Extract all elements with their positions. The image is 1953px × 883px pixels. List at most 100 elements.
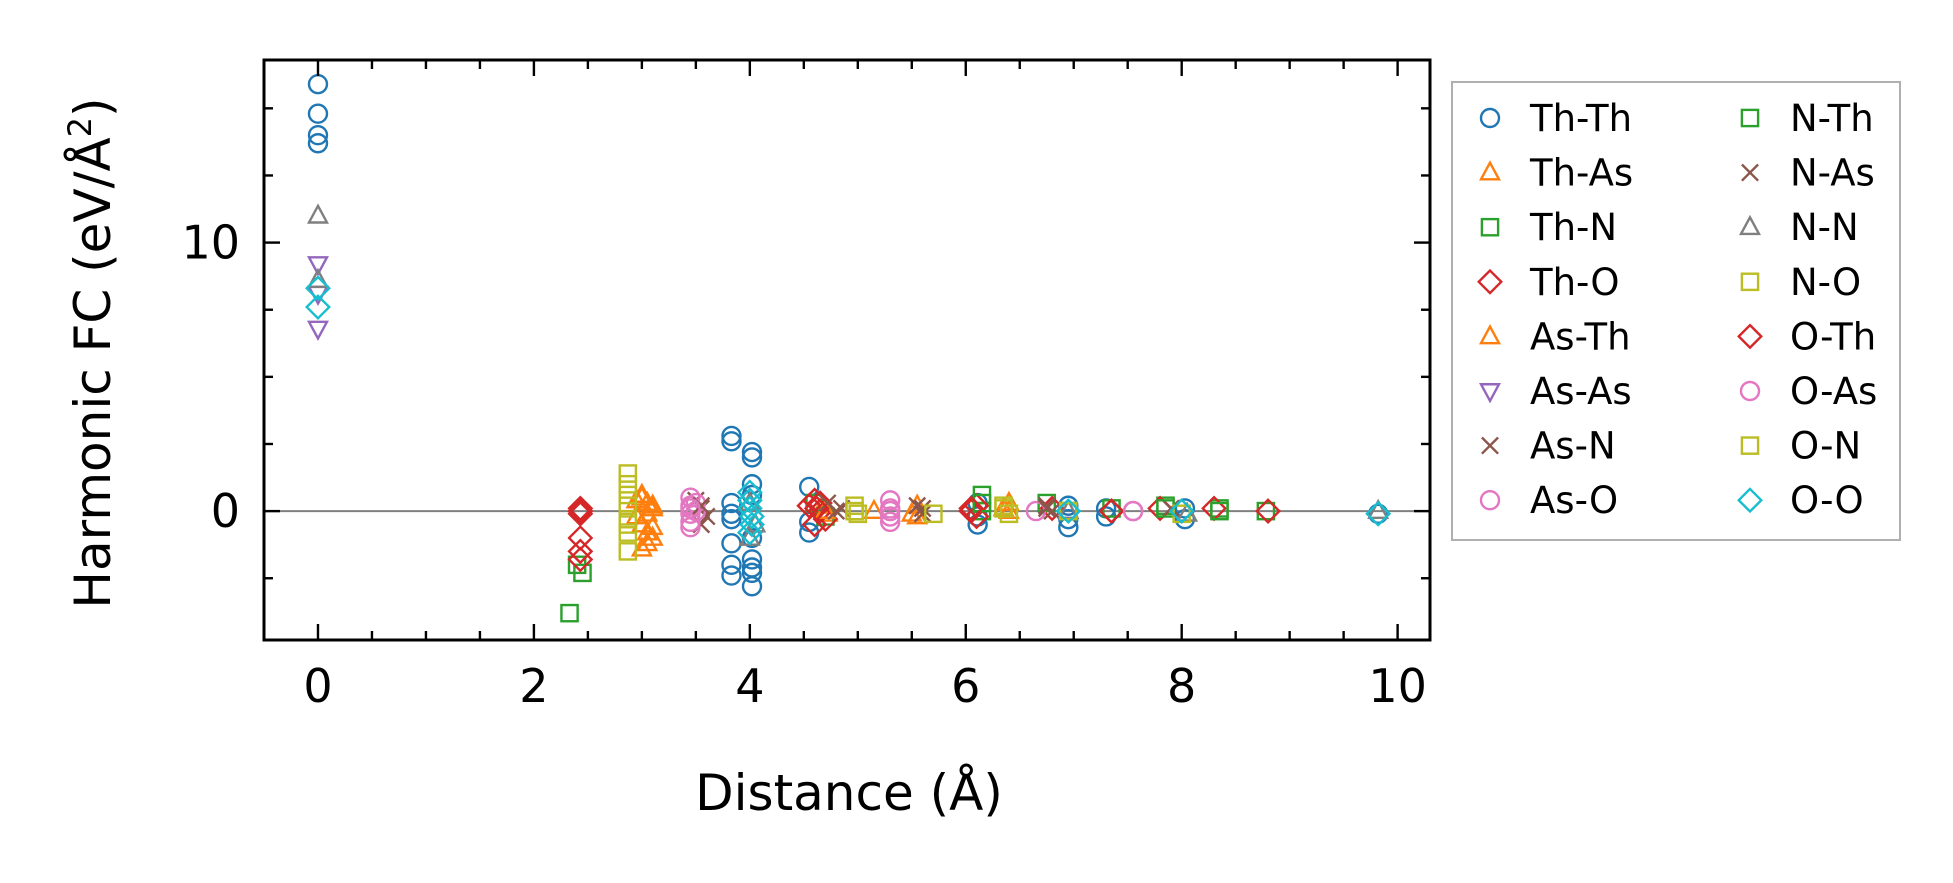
- data-point-as-o: [680, 487, 701, 508]
- data-point-th-o: [963, 503, 990, 530]
- legend-label-th-th: Th-Th: [1529, 97, 1632, 140]
- series-o-o: [305, 275, 1392, 546]
- data-point-o-o: [1365, 500, 1392, 527]
- legend-entry-o-n: O-N: [1740, 425, 1861, 468]
- legend-label-as-th: As-Th: [1530, 315, 1631, 358]
- legend-label-o-th: O-Th: [1790, 315, 1876, 358]
- data-point-th-th: [1367, 503, 1389, 524]
- data-point-th-o: [567, 495, 594, 522]
- legend-marker-o-n: [1740, 436, 1760, 455]
- data-point-th-th: [741, 549, 763, 570]
- data-point-th-as: [630, 536, 653, 557]
- data-point-as-th: [641, 514, 664, 536]
- legend-marker-n-n: [1738, 214, 1762, 236]
- data-point-as-n: [1161, 499, 1180, 518]
- series-n-th: [972, 493, 1229, 521]
- data-point-n-as: [913, 499, 932, 518]
- legend-marker-th-n: [1480, 217, 1500, 237]
- legend-marker-th-o: [1477, 268, 1503, 295]
- legend-label-as-n: As-N: [1530, 425, 1616, 468]
- data-point-n-as: [1037, 499, 1056, 518]
- data-point-th-th: [721, 533, 742, 554]
- x-tick-label: 2: [519, 659, 548, 713]
- legend-label-th-o: Th-O: [1529, 261, 1620, 304]
- legend-label-n-n: N-N: [1790, 206, 1859, 249]
- data-point-o-o: [736, 479, 763, 506]
- legend-entry-th-n: Th-N: [1480, 206, 1617, 249]
- data-point-th-th: [741, 441, 763, 463]
- data-point-n-n: [1057, 498, 1080, 520]
- legend-label-o-as: O-As: [1790, 370, 1877, 413]
- data-point-as-th: [630, 485, 653, 506]
- legend-marker-o-th: [1737, 323, 1763, 350]
- data-point-as-n: [913, 504, 932, 523]
- data-point-th-n: [560, 603, 579, 623]
- legend-marker-o-o: [1737, 487, 1763, 514]
- legend-marker-as-th: [1478, 323, 1502, 345]
- data-point-th-th: [721, 503, 742, 524]
- data-point-th-th: [307, 103, 329, 124]
- data-point-o-th: [1098, 498, 1125, 525]
- legend-entry-n-n: N-N: [1738, 206, 1859, 249]
- y-axis-title-superscript: 2: [61, 117, 99, 137]
- legend-label-o-o: O-O: [1790, 479, 1864, 522]
- legend-marker-as-as: [1478, 383, 1502, 404]
- plot-area: [262, 58, 1432, 642]
- data-point-n-n: [306, 203, 329, 224]
- axis-ticks: [264, 60, 1430, 640]
- data-point-o-n: [845, 501, 864, 521]
- legend-entry-n-as: N-As: [1741, 152, 1875, 195]
- data-point-th-th: [741, 447, 763, 468]
- x-tick-label: 10: [1368, 659, 1427, 713]
- plot-frame: [262, 58, 1432, 642]
- data-point-th-th: [721, 554, 742, 576]
- legend-marker-n-o: [1740, 272, 1760, 292]
- x-tick-label: 8: [1167, 659, 1196, 713]
- data-point-th-th: [741, 562, 763, 584]
- legend-entry-as-as: As-As: [1478, 370, 1632, 413]
- data-point-o-th: [567, 498, 594, 525]
- data-point-as-o: [879, 506, 901, 527]
- legend-entry-n-o: N-O: [1740, 261, 1861, 304]
- legend-entry-th-o: Th-O: [1477, 261, 1620, 304]
- data-point-as-th: [641, 493, 664, 514]
- data-point-n-o: [618, 464, 638, 483]
- series-o-th: [567, 495, 1125, 525]
- legend-entry-as-o: As-O: [1479, 479, 1618, 522]
- data-point-n-o: [618, 474, 638, 494]
- x-axis-title: Distance (Å): [695, 764, 1003, 822]
- data-points: [305, 73, 1392, 623]
- data-point-o-th: [803, 495, 830, 522]
- legend-label-as-as: As-As: [1530, 370, 1632, 413]
- data-point-n-o: [848, 504, 868, 524]
- data-point-n-o: [618, 485, 638, 505]
- data-point-th-o: [567, 525, 594, 551]
- data-point-n-o: [1059, 501, 1078, 521]
- legend-label-o-n: O-N: [1790, 425, 1861, 468]
- legend-marker-o-as: [1739, 380, 1761, 402]
- data-point-o-n: [994, 499, 1013, 518]
- data-point-th-th: [307, 133, 329, 154]
- data-point-th-th: [721, 565, 742, 586]
- data-point-th-th: [721, 431, 742, 452]
- data-point-n-as: [827, 502, 846, 521]
- legend-marker-n-th: [1740, 108, 1760, 128]
- data-point-as-n: [1043, 502, 1062, 521]
- data-point-as-o: [879, 490, 901, 511]
- x-tick-label: 4: [735, 659, 764, 713]
- legend-entry-as-th: As-Th: [1478, 315, 1631, 358]
- series-o-as: [680, 498, 1144, 522]
- legend-box: [1451, 81, 1901, 541]
- legend-marker-n-as: [1741, 163, 1759, 182]
- legend-entry-o-th: O-Th: [1737, 315, 1876, 358]
- legend-marker-th-th: [1479, 107, 1501, 129]
- data-point-o-o: [305, 275, 331, 302]
- data-point-as-o: [879, 511, 901, 533]
- data-point-as-th: [900, 501, 923, 522]
- series-as-th: [630, 485, 1020, 536]
- x-tick-label: 0: [303, 659, 332, 713]
- data-point-th-th: [721, 508, 742, 530]
- data-point-o-o: [736, 519, 763, 546]
- data-point-th-o: [1255, 498, 1282, 525]
